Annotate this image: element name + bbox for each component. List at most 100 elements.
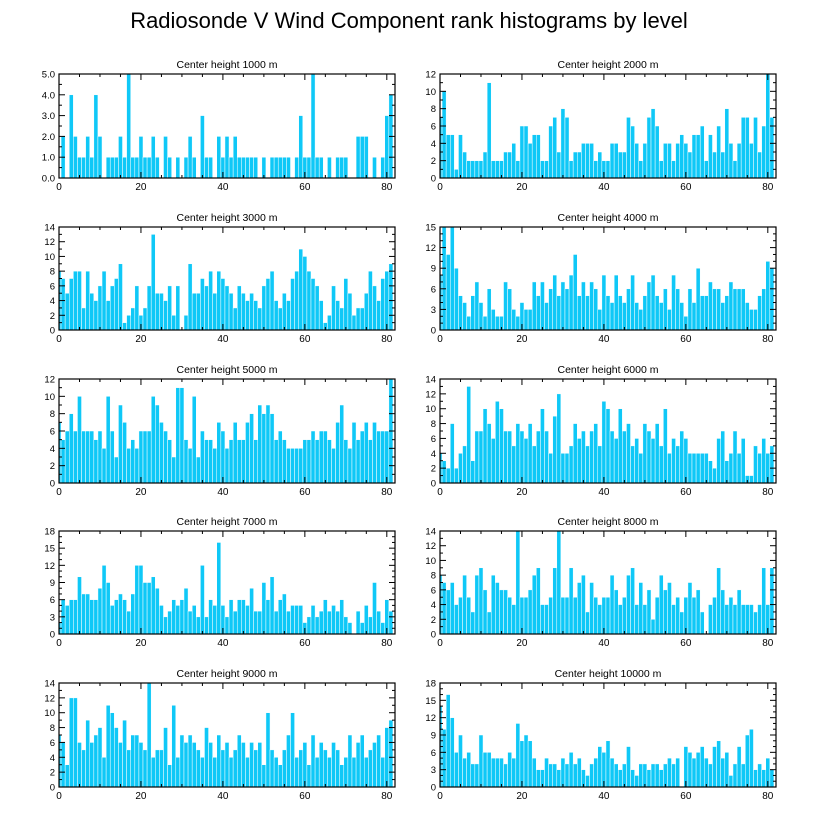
bar (572, 763, 578, 788)
bar (478, 734, 484, 788)
bar (118, 593, 123, 635)
bar (187, 136, 193, 179)
x-tick-label: 0 (56, 334, 62, 345)
bar (486, 752, 492, 788)
bar (753, 611, 758, 635)
bar (118, 742, 123, 788)
bar (277, 307, 283, 331)
y-tick-label: 0 (431, 326, 436, 337)
bar (486, 611, 492, 635)
bar (642, 143, 648, 179)
bar (343, 156, 349, 179)
bar (589, 143, 594, 179)
bar (671, 160, 676, 179)
bar (310, 73, 316, 179)
bar (204, 727, 209, 788)
bar (568, 160, 574, 179)
y-tick-label: 0 (431, 783, 436, 794)
bar (167, 439, 172, 484)
bar (232, 610, 238, 635)
bar (458, 295, 463, 331)
bar (364, 422, 369, 484)
bar (253, 156, 258, 179)
bar (490, 757, 496, 788)
y-tick-label: 10 (44, 708, 55, 719)
bar (68, 599, 74, 635)
bar (355, 742, 361, 788)
bar (261, 413, 267, 484)
bar (585, 295, 590, 331)
bar (622, 302, 627, 331)
bar (769, 567, 775, 635)
y-tick-label: 12 (425, 70, 436, 81)
bar (159, 605, 164, 635)
bar (720, 757, 726, 788)
bar (490, 438, 496, 484)
panel-9: Center height 9000 m 0 20 40 60 80 0 2 4 6 8 10 12 14 (44, 668, 396, 802)
bar (691, 596, 697, 635)
y-tick-label: 4 (431, 449, 436, 460)
bar (93, 599, 99, 635)
bar (548, 763, 553, 788)
bar (728, 596, 734, 635)
y-tick-label: 0 (431, 630, 436, 641)
bar (114, 727, 119, 788)
bar (85, 270, 90, 331)
bar (236, 439, 242, 484)
bar (286, 734, 291, 788)
bar (708, 281, 713, 331)
bar (314, 156, 320, 179)
y-tick-label: 9 (431, 264, 436, 275)
bar (449, 423, 455, 484)
x-tick-label: 80 (381, 791, 393, 802)
bar (732, 430, 738, 484)
bar (658, 302, 664, 331)
bar (531, 757, 537, 788)
bar (765, 261, 771, 331)
bar (732, 763, 738, 788)
bar (306, 764, 312, 788)
bar (687, 288, 693, 331)
y-tick-label: 8 (431, 419, 436, 430)
bar (327, 610, 332, 635)
y-tick-label: 6 (431, 748, 436, 759)
bar (146, 430, 152, 484)
bar (142, 582, 148, 635)
bar (286, 156, 291, 179)
bar (704, 453, 709, 484)
x-tick-label: 80 (762, 791, 774, 802)
y-tick-label: 12 (44, 237, 55, 248)
bar (749, 728, 754, 788)
bar (200, 757, 205, 788)
x-tick-label: 20 (135, 182, 147, 193)
panel-6: Center height 6000 m 0 20 40 60 80 0 2 4 6 8 10 12 14 (425, 364, 777, 498)
bar (638, 453, 644, 484)
bar (167, 156, 172, 179)
bar (490, 160, 496, 179)
bar (749, 604, 754, 635)
bar (257, 307, 263, 331)
bar (642, 763, 648, 788)
bar (294, 757, 299, 788)
bar (323, 749, 328, 788)
bar (351, 422, 357, 484)
panel-title: Center height 10000 m (555, 668, 662, 680)
bar (187, 448, 193, 484)
bar (712, 151, 717, 179)
bar (568, 274, 574, 331)
bar (224, 285, 230, 331)
bar (654, 125, 660, 179)
bar (347, 622, 353, 635)
bar (306, 156, 312, 179)
bar (142, 749, 148, 788)
bar (523, 309, 529, 331)
bar (179, 599, 185, 635)
bar (458, 734, 463, 788)
bar (572, 151, 578, 179)
bar (150, 757, 156, 788)
bar (745, 604, 750, 635)
bar (355, 307, 361, 331)
bar (458, 596, 463, 635)
bar (552, 274, 558, 331)
x-tick-label: 40 (598, 334, 610, 345)
